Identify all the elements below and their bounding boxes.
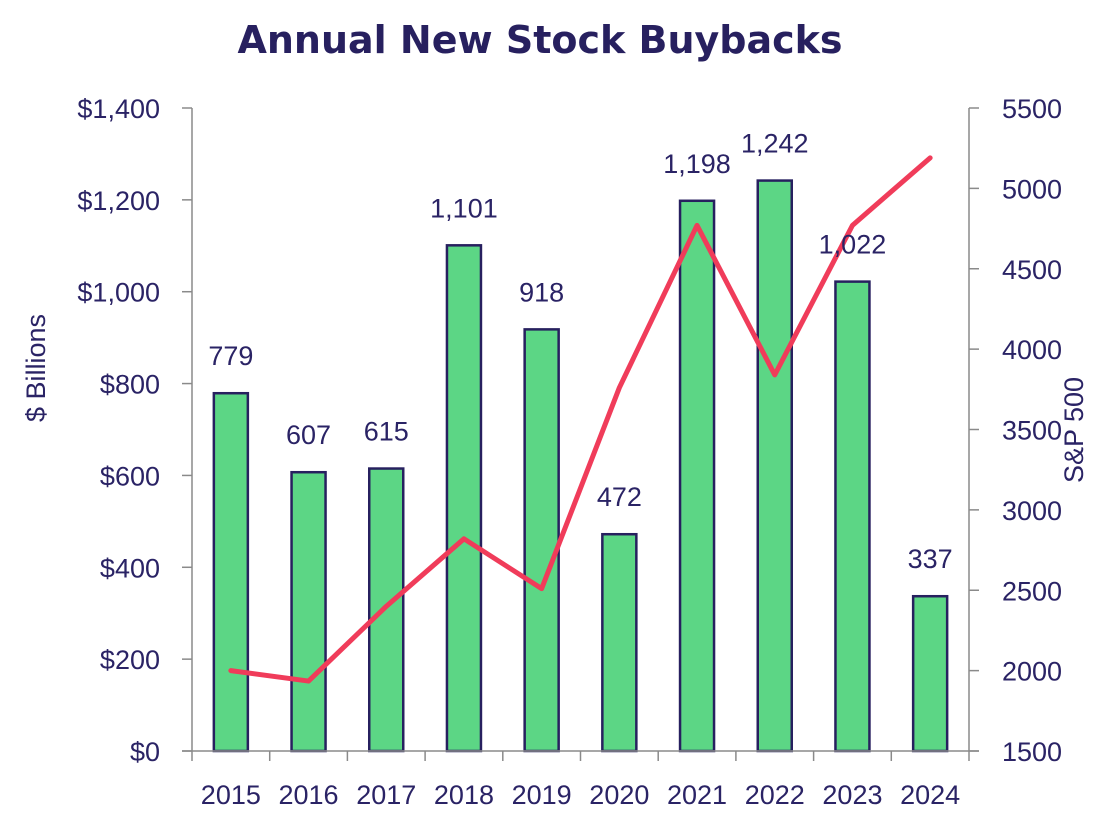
- left-tick-label: $1,400: [77, 94, 160, 124]
- labels-layer: 779 607 615 1,101 918 472 1,198 1,242 1,022 337: [208, 129, 952, 575]
- data-label-2022: 1,242: [741, 129, 809, 159]
- data-label-2015: 779: [208, 341, 253, 371]
- bar-2024: [911, 594, 949, 753]
- data-label-2017: 615: [364, 417, 409, 447]
- bar-2021: [678, 199, 716, 753]
- line-layer: [228, 155, 933, 684]
- bar-2020: [601, 532, 638, 753]
- bars-layer: [212, 179, 949, 753]
- x-tick-label-2019: 2019: [512, 780, 572, 810]
- x-tick-label-2022: 2022: [745, 780, 805, 810]
- x-tick-label-2017: 2017: [356, 780, 416, 810]
- right-tick-label: 4500: [1002, 255, 1062, 285]
- x-tick-label-2016: 2016: [279, 780, 339, 810]
- left-tick-label: $200: [100, 645, 160, 675]
- left-tick-label: $1,200: [77, 186, 160, 216]
- left-tick-label: $0: [130, 737, 160, 767]
- right-tick-label: 5500: [1002, 94, 1062, 124]
- right-tick-label: 5000: [1002, 174, 1062, 204]
- data-label-2024: 337: [908, 544, 953, 574]
- bar-2022: [756, 179, 793, 753]
- x-tick-label-2018: 2018: [434, 780, 494, 810]
- x-tick-label-2021: 2021: [667, 780, 727, 810]
- y-axis-title: $ Billions: [21, 314, 51, 422]
- data-label-2018: 1,101: [430, 193, 498, 223]
- left-tick-label: $400: [100, 553, 160, 583]
- left-tick-label: $1,000: [77, 278, 160, 308]
- data-label-2023: 1,022: [819, 230, 887, 260]
- x-tick-label-2020: 2020: [589, 780, 649, 810]
- right-tick-label: 2000: [1002, 657, 1062, 687]
- data-label-2019: 918: [519, 277, 564, 307]
- y2-axis-title: S&P 500: [1059, 377, 1089, 483]
- data-label-2021: 1,198: [663, 149, 731, 179]
- bar-2018: [445, 244, 483, 753]
- right-tick-label: 4000: [1002, 335, 1062, 365]
- bar-2015: [212, 391, 250, 753]
- right-tick-label: 1500: [1002, 737, 1062, 767]
- sp500-line: [228, 155, 933, 684]
- right-tick-label: 3500: [1002, 416, 1062, 446]
- x-tick-label-2023: 2023: [822, 780, 882, 810]
- bar-2023: [834, 280, 871, 753]
- axes-layer: $0 $200 $400 $600 $800 $1,000 $1,200 $1,400 1500…: [21, 94, 1089, 810]
- data-label-2020: 472: [597, 482, 642, 512]
- x-tick-label-2015: 2015: [201, 780, 261, 810]
- data-label-2016: 607: [286, 420, 331, 450]
- left-tick-label: $800: [100, 370, 160, 400]
- chart-title: Annual New Stock Buybacks: [237, 18, 843, 62]
- bar-2019: [523, 328, 560, 753]
- bar-2016: [290, 470, 327, 753]
- right-tick-label: 3000: [1002, 496, 1062, 526]
- left-tick-label: $600: [100, 461, 160, 491]
- x-tick-label-2024: 2024: [900, 780, 960, 810]
- right-tick-label: 2500: [1002, 576, 1062, 606]
